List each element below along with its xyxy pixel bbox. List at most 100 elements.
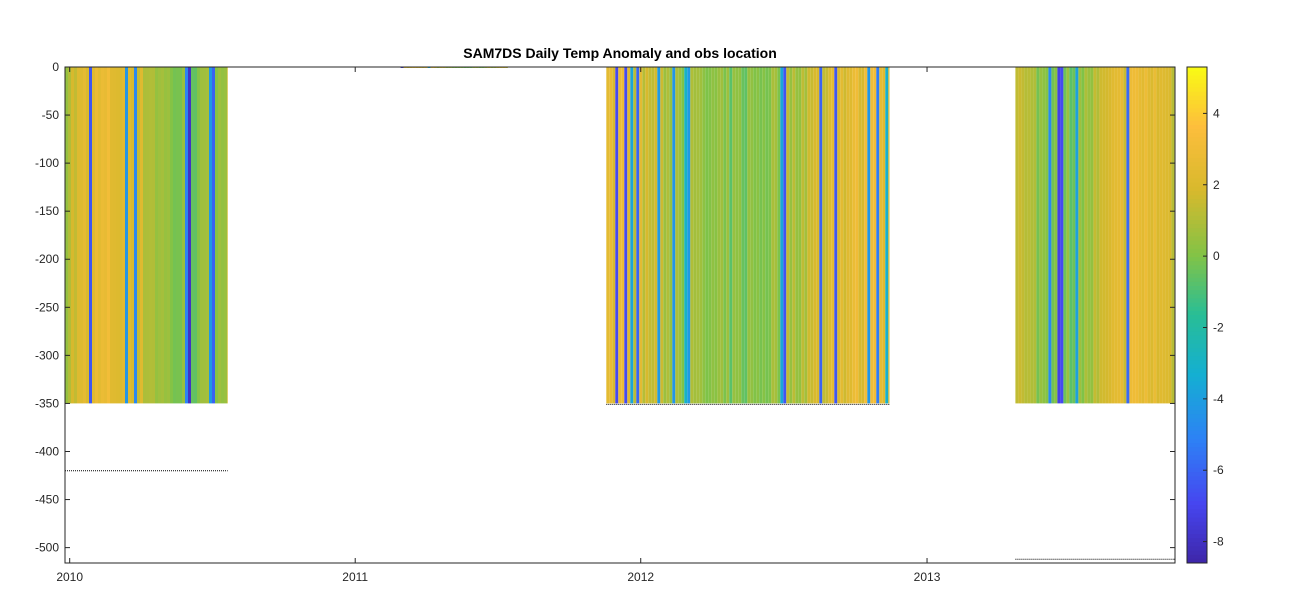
heatmap-cell [741, 67, 745, 404]
heatmap-cell [861, 67, 865, 404]
colorbar-segment [1187, 381, 1207, 386]
heatmap-cell [693, 67, 697, 404]
heatmap-cell [837, 67, 841, 404]
heatmap-cell [1042, 67, 1046, 404]
heatmap-cell [714, 67, 718, 404]
colorbar-tick-label: -8 [1213, 535, 1224, 549]
heatmap-cell [870, 67, 874, 404]
chart-title: SAM7DS Daily Temp Anomaly and obs locati… [463, 45, 777, 61]
heatmap-cell [615, 67, 619, 404]
colorbar-segment [1187, 112, 1207, 118]
colorbar-segment [1187, 319, 1207, 324]
colorbar-segment [1187, 302, 1207, 308]
colorbar-tick-label: 0 [1213, 249, 1220, 263]
heatmap-cell [1111, 67, 1115, 404]
colorbar-segment [1187, 108, 1207, 113]
heatmap-cell [684, 67, 688, 404]
heatmap-cell [1132, 67, 1136, 404]
colorbar-segment [1187, 75, 1207, 80]
heatmap-cell [687, 67, 691, 404]
colorbar-segment [1187, 323, 1207, 328]
heatmap-cell [621, 67, 625, 404]
colorbar-segment [1187, 261, 1207, 266]
heatmap-cell [1114, 67, 1118, 404]
y-tick-label: -400 [35, 444, 59, 458]
heatmap-cell [74, 67, 77, 404]
heatmap-cell [663, 67, 667, 404]
heatmap-cell [1165, 67, 1169, 404]
heatmap-cell [696, 67, 700, 404]
colorbar-segment [1187, 389, 1207, 395]
colorbar-segment [1187, 538, 1207, 543]
heatmap-cell [1072, 67, 1076, 404]
heatmap-cell [798, 67, 802, 404]
heatmap-cell [152, 67, 155, 404]
colorbar-segment [1187, 137, 1207, 142]
colorbar-segment [1187, 219, 1207, 225]
colorbar-segment [1187, 215, 1207, 221]
heatmap-cell [747, 67, 751, 404]
heatmap-cell [1087, 67, 1091, 404]
heatmap-cell [71, 67, 74, 404]
heatmap-cell [65, 67, 68, 404]
colorbar-segment [1187, 277, 1207, 283]
colorbar-segment [1187, 410, 1207, 415]
heatmap-cell [173, 67, 176, 404]
y-tick-label: -100 [35, 156, 59, 170]
colorbar-segment [1187, 509, 1207, 514]
heatmap-cell [149, 67, 152, 404]
heatmap-cell [681, 67, 685, 404]
heatmap-cell [155, 67, 158, 404]
x-tick-label: 2012 [627, 570, 654, 584]
heatmap-cells [65, 67, 1175, 404]
colorbar-tick-label: -4 [1213, 392, 1224, 406]
heatmap-cell [855, 67, 859, 404]
heatmap-cell [819, 67, 823, 404]
heatmap-cell [1105, 67, 1109, 404]
heatmap-cell [1039, 67, 1043, 404]
heatmap-cell [708, 67, 712, 404]
heatmap-cell [657, 67, 661, 404]
colorbar: 4 2 0 -2 -4 -6 -8 [1186, 66, 1224, 564]
heatmap-cell [1150, 67, 1154, 404]
heatmap-cell [834, 67, 838, 404]
heatmap-cell [762, 67, 766, 404]
heatmap-cell [675, 67, 679, 404]
x-tick-label: 2010 [56, 570, 83, 584]
colorbar-segment [1187, 286, 1207, 291]
x-tick-label: 2013 [914, 570, 941, 584]
heatmap-cell [1126, 67, 1130, 404]
colorbar-segment [1187, 211, 1207, 217]
colorbar-segment [1187, 397, 1207, 403]
colorbar-segment [1187, 170, 1207, 175]
heatmap-cell [732, 67, 736, 404]
colorbar-segment [1187, 244, 1207, 250]
colorbar-segment [1187, 269, 1207, 275]
colorbar-segment [1187, 248, 1207, 254]
heatmap-cell [831, 67, 835, 404]
colorbar-segment [1187, 463, 1207, 469]
colorbar-segment [1187, 434, 1207, 440]
heatmap-cell [612, 67, 616, 404]
colorbar-segment [1187, 182, 1207, 188]
colorbar-segment [1187, 546, 1207, 552]
heatmap-cell [185, 67, 188, 404]
heatmap-cell [618, 67, 622, 404]
heatmap-cell [113, 67, 116, 404]
heatmap-cell [191, 67, 194, 404]
colorbar-segment [1187, 79, 1207, 85]
heatmap-cell [125, 67, 128, 404]
colorbar-segment [1187, 236, 1207, 242]
x-tick-label: 2011 [342, 570, 368, 584]
colorbar-segment [1187, 199, 1207, 204]
heatmap-cell [753, 67, 757, 404]
heatmap-cell [80, 67, 83, 404]
heatmap-cell [83, 67, 86, 404]
heatmap-cell [846, 67, 850, 404]
heatmap-cell [122, 67, 125, 404]
heatmap-cell [1135, 67, 1139, 404]
colorbar-segment [1187, 162, 1207, 167]
heatmap-cell [1018, 67, 1022, 404]
heatmap-cell [179, 67, 182, 404]
